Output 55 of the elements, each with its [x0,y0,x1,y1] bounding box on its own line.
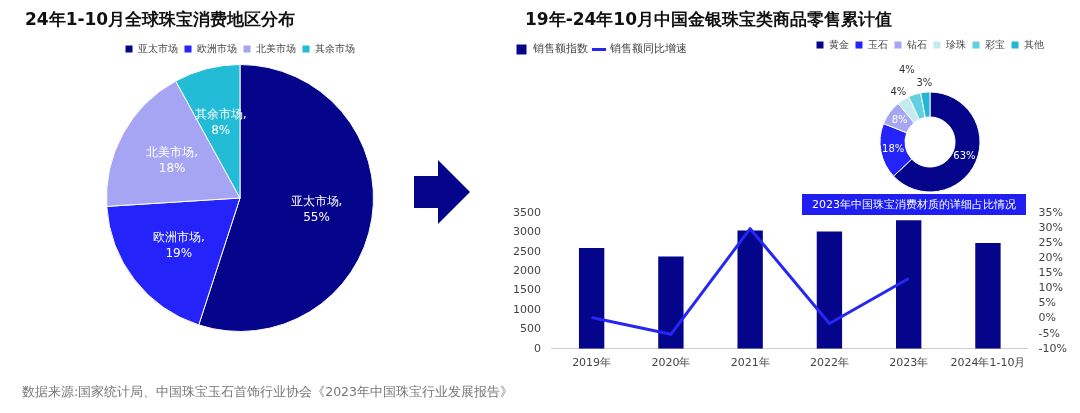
y2-tick-label: 5% [1038,296,1057,310]
y2-tick-label: 20% [1038,251,1064,265]
y2-tick-label: 0% [1038,311,1057,325]
legend-label: 亚太市场 [138,42,178,54]
chart-title: 24年1-10月全球珠宝消费地区分布 [25,8,296,31]
y-tick-label: 1500 [512,283,541,297]
data-label: 北美市场, 18% [146,144,199,175]
y-tick-label: 500 [519,322,541,336]
bar [658,256,684,349]
data-label: 63% [953,150,976,162]
source-note: 数据来源:国家统计局、中国珠宝玉石首饰行业协会《2023年中国珠宝行业发展报告》 [22,384,514,401]
y-tick-label: 3500 [512,205,541,219]
y2-tick-label: 10% [1038,281,1064,295]
data-label: 8% [891,113,908,125]
text: 2023年中国珠宝消费材质的详细占比情况 [802,194,1026,215]
bar [816,231,843,349]
y-tick-label: 1000 [512,302,541,316]
x-tick-label: 2022年 [809,356,849,370]
legend-label: 北美市场 [256,42,296,54]
x-tick-label: 2020年 [651,356,691,370]
y-tick-label: 3000 [512,225,541,239]
y-tick-label: 2500 [512,244,541,258]
legend-label: 欧洲市场 [197,42,237,54]
y2-tick-label: 30% [1038,220,1064,234]
legend-label: 珍珠 [946,38,966,50]
y2-tick-label: -5% [1038,326,1060,340]
legend-label: 玉石 [868,38,888,50]
bar [737,230,763,349]
x-tick-label: 2021年 [730,356,770,370]
y2-tick-label: 35% [1038,205,1064,219]
legend-label: 其他 [1024,38,1044,50]
legend-label: 钻石 [906,38,927,50]
x-tick-label: 2023年 [889,356,929,370]
data-label: 4% [898,64,915,76]
bar [896,220,922,349]
y2-tick-label: 15% [1038,266,1064,280]
y-tick-label: 0 [533,341,541,355]
legend-label: 黄金 [829,38,849,50]
legend-label: 其余市场 [315,42,355,54]
y2-tick-label: -10% [1038,341,1067,355]
data-label: 亚太市场, 55% [290,194,343,225]
data-label: 欧洲市场, 19% [152,229,205,260]
data-label: 4% [890,85,907,97]
x-tick-label: 2019年 [572,356,612,370]
legend-label: 销售额指数 [531,42,588,56]
bar [578,247,605,349]
y-tick-label: 2000 [512,264,541,278]
data-label: 3% [916,76,933,88]
data-label: 18% [882,142,905,154]
legend-label: 销售额同比增速 [609,42,687,56]
bar [975,242,1001,349]
chart-title: 19年-24年10月中国金银珠宝类商品零售累计值 [525,8,893,31]
x-tick-label: 2024年1-10月 [950,356,1026,370]
y2-tick-label: 25% [1038,236,1064,250]
legend-label: 彩宝 [985,38,1005,50]
